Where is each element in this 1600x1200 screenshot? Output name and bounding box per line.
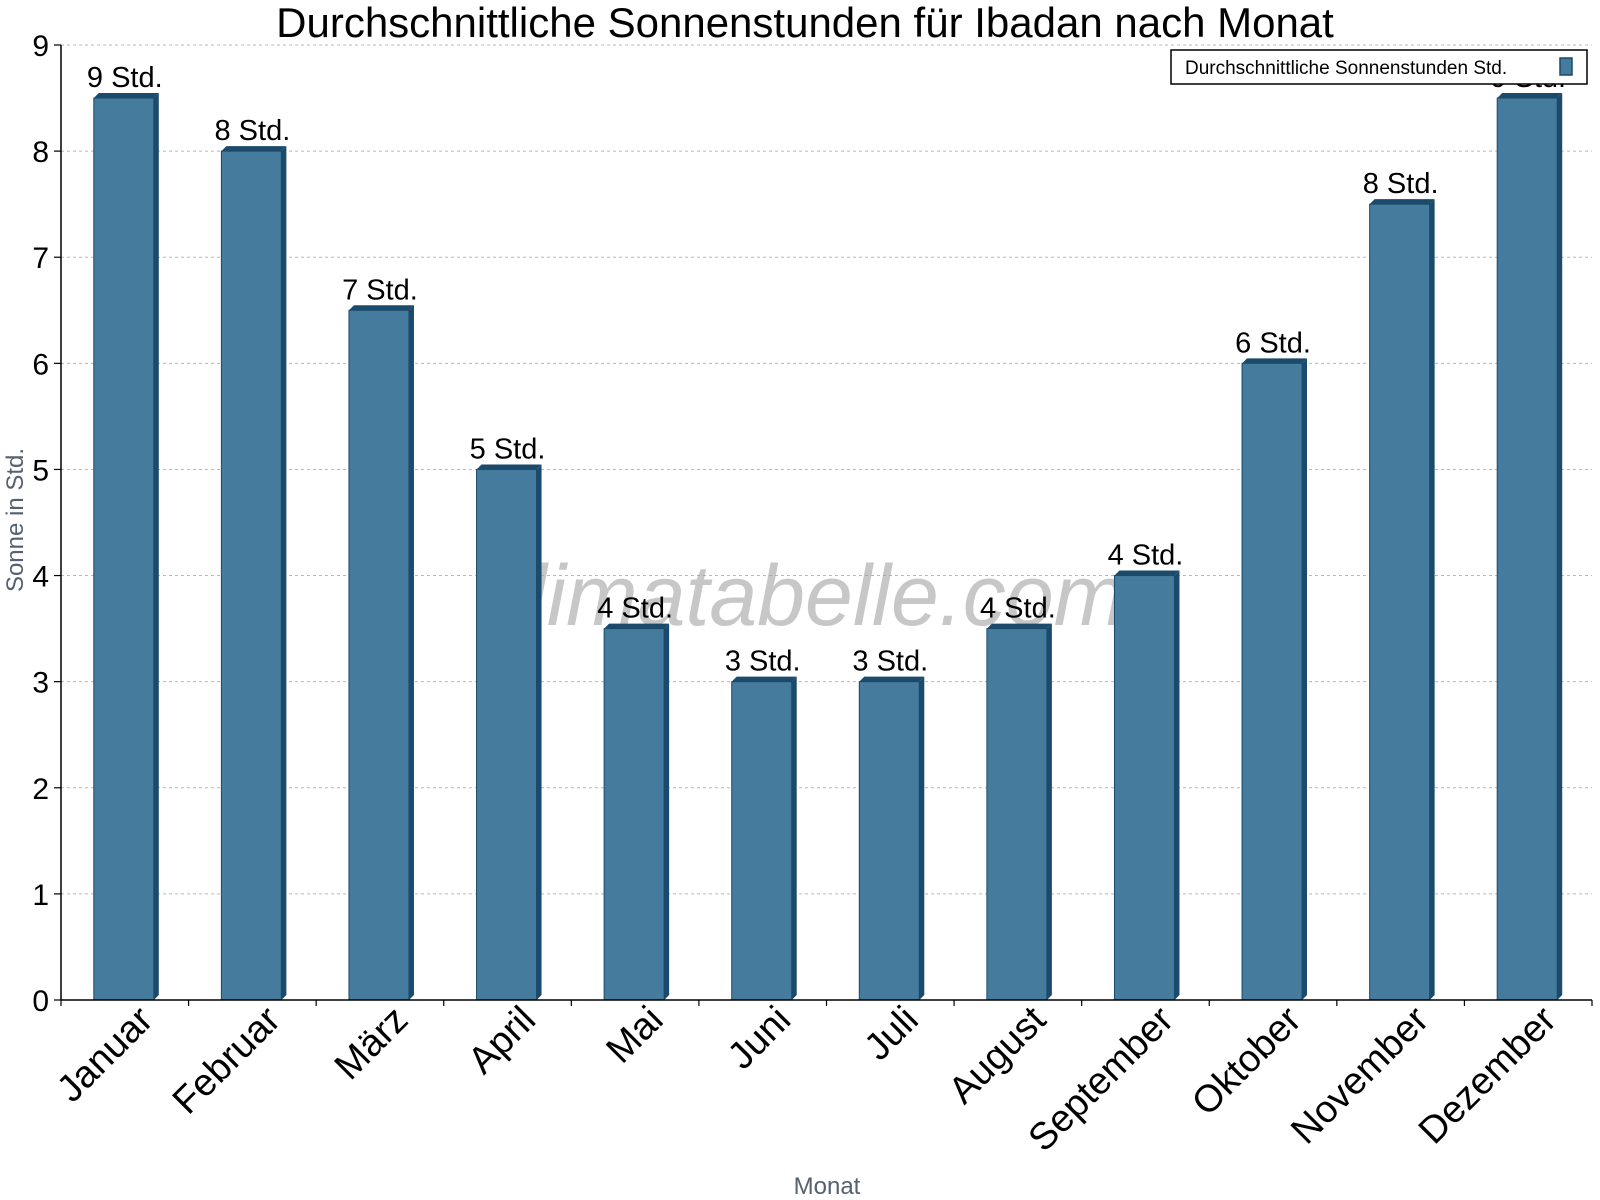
- bar-side: [281, 146, 287, 1001]
- bar: [1496, 93, 1563, 1001]
- data-label: 6 Std.: [1235, 327, 1311, 359]
- bar-top: [859, 676, 925, 682]
- bar-side: [408, 305, 414, 1000]
- x-tick-label: März: [327, 999, 416, 1088]
- y-tick-label: 9: [32, 30, 49, 63]
- y-tick-label: 6: [32, 348, 49, 381]
- axes: [54, 44, 1593, 1006]
- x-axis-title: Monat: [794, 1173, 861, 1200]
- y-tick-label: 3: [32, 667, 49, 700]
- data-label: 8 Std.: [1363, 168, 1439, 200]
- bar-front: [858, 681, 920, 1001]
- bar-side: [153, 93, 159, 1001]
- y-tick-label: 1: [32, 879, 49, 912]
- y-tick-label: 8: [32, 136, 49, 169]
- y-tick-label: 7: [32, 242, 49, 275]
- x-tick-labels: Januar Februar März April Mai Juni Juli AugustS…: [49, 998, 1565, 1159]
- data-label: 7 Std.: [342, 274, 418, 306]
- bar-top: [221, 146, 287, 152]
- bar-front: [603, 628, 665, 1001]
- bar-front: [348, 309, 410, 1001]
- x-tick-label: Juni: [720, 999, 799, 1078]
- legend-box: [1170, 49, 1588, 85]
- y-tick-label: 0: [32, 985, 49, 1018]
- chart-title: Durchschnittliche Sonnenstunden für Ibad…: [276, 0, 1334, 46]
- bar-top: [604, 623, 670, 629]
- x-tick-label: November: [1283, 998, 1437, 1152]
- bar: [731, 676, 797, 1001]
- bar-top: [731, 676, 797, 682]
- data-label: 3 Std.: [725, 646, 801, 678]
- bar-front: [476, 468, 538, 1001]
- bar-top: [1497, 93, 1563, 99]
- bar-top: [1242, 358, 1308, 364]
- data-label: 8 Std.: [214, 115, 290, 147]
- data-label: 3 Std.: [852, 646, 928, 678]
- x-tick-label: Mai: [598, 999, 671, 1072]
- bar-front: [1113, 575, 1175, 1001]
- bar: [348, 305, 414, 1001]
- data-label: 5 Std.: [470, 433, 546, 465]
- bar-top: [1114, 570, 1180, 576]
- bar: [1113, 570, 1180, 1001]
- x-tick-label: Januar: [49, 998, 161, 1110]
- bar: [220, 146, 287, 1001]
- bar: [1241, 358, 1308, 1001]
- bar: [603, 623, 670, 1001]
- bar-side: [1557, 93, 1563, 1001]
- legend-swatch: [1559, 57, 1573, 76]
- bar-front: [986, 628, 1048, 1001]
- bar-top: [1369, 199, 1435, 205]
- bar: [986, 623, 1052, 1001]
- y-axis-title: Sonne in Std.: [2, 448, 29, 592]
- x-tick-label: Dezember: [1411, 998, 1565, 1152]
- bar-side: [664, 623, 670, 1000]
- bar-front: [93, 97, 155, 1001]
- y-tick-label: 2: [32, 773, 49, 806]
- bar-side: [919, 676, 925, 1000]
- bar-front: [1241, 362, 1303, 1001]
- bar-front: [731, 681, 793, 1001]
- bars: [93, 93, 1563, 1001]
- data-label: 4 Std.: [980, 593, 1056, 625]
- bar: [476, 464, 542, 1001]
- bar-front: [220, 150, 282, 1001]
- bar-side: [791, 676, 797, 1000]
- x-tick-label: Juli: [857, 999, 927, 1069]
- bar: [93, 93, 159, 1001]
- legend: Durchschnittliche Sonnenstunden Std.: [1170, 49, 1588, 85]
- bar-top: [986, 623, 1052, 629]
- bar-side: [536, 464, 542, 1000]
- bar-front: [1369, 203, 1431, 1001]
- bar-side: [1429, 199, 1435, 1000]
- bar-top: [348, 305, 414, 311]
- x-tick-label: August: [941, 998, 1055, 1112]
- bar-side: [1046, 623, 1052, 1000]
- data-label: 4 Std.: [1108, 540, 1184, 572]
- data-label: 9 Std.: [87, 62, 163, 94]
- x-tick-label: April: [460, 999, 543, 1082]
- x-tick-label: Februar: [165, 998, 289, 1122]
- legend-label: Durchschnittliche Sonnenstunden Std.: [1185, 58, 1507, 79]
- bar-top: [93, 93, 159, 99]
- bar-top: [476, 464, 542, 470]
- bar: [1369, 199, 1435, 1001]
- y-tick-label: 4: [32, 561, 49, 594]
- bar: [858, 676, 925, 1001]
- x-tick-label: Oktober: [1184, 998, 1310, 1124]
- bar-front: [1496, 97, 1558, 1001]
- bar-side: [1174, 570, 1180, 1000]
- y-tick-label: 5: [32, 454, 49, 487]
- y-tick-labels: 0 1 2 3 4 5 6 7 8 9: [32, 30, 49, 1018]
- bar-side: [1302, 358, 1308, 1000]
- data-label: 4 Std.: [597, 593, 673, 625]
